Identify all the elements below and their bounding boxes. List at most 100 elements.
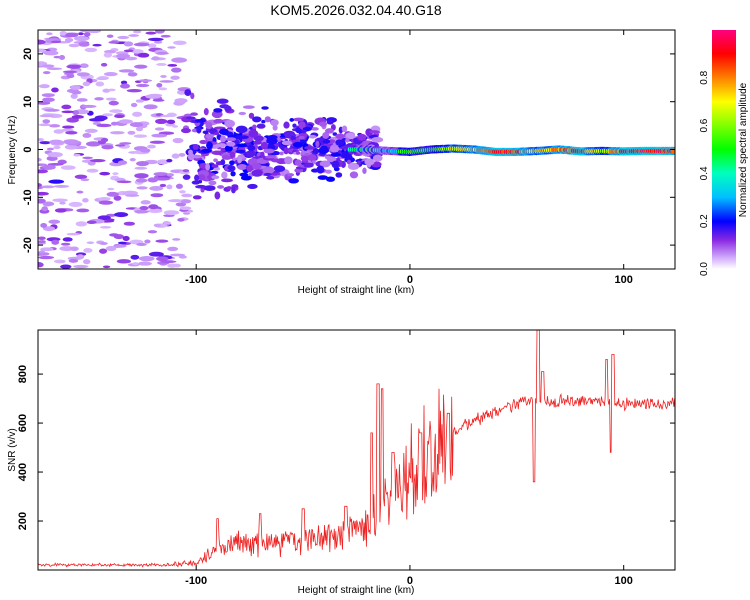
heatmap-cell [60, 264, 72, 269]
heatmap-cell [172, 125, 179, 128]
heatmap-cell [82, 81, 91, 87]
heatmap-cell [70, 93, 78, 99]
heatmap-cell [119, 142, 132, 145]
heatmap-cell [84, 47, 98, 53]
heatmap-cell [97, 215, 111, 221]
heatmap-cell [133, 42, 150, 47]
heatmap-cell [171, 67, 182, 73]
heatmap-cell [262, 166, 275, 175]
heatmap-cell [365, 128, 373, 137]
heatmap-cell [38, 138, 44, 142]
heatmap-cell [60, 165, 76, 170]
heatmap-cell [76, 72, 90, 77]
heatmap-cell [38, 255, 55, 260]
heatmap-cell [298, 121, 306, 130]
snr-x-label: Height of straight line (km) [298, 585, 415, 596]
colorbar-tick-label: 0.4 [699, 166, 710, 180]
heatmap-cell [264, 116, 271, 123]
heatmap-cell [213, 118, 224, 124]
heatmap-cell [319, 160, 331, 168]
heatmap-cell [208, 180, 217, 186]
heatmap-cell [322, 139, 331, 144]
heatmap-cell [63, 139, 79, 145]
heatmap-cell [100, 62, 108, 67]
colorbar-tick-label: 0.6 [699, 118, 710, 132]
heatmap-cell [316, 165, 325, 174]
x-tick-label: -100 [185, 274, 207, 286]
heatmap-cell [173, 263, 181, 268]
heatmap-cell [38, 157, 42, 162]
heatmap-cell [357, 133, 367, 141]
heatmap-cell [102, 265, 111, 269]
heatmap-cell [315, 140, 320, 148]
heatmap-cell [106, 218, 115, 222]
heatmap-cell [96, 77, 108, 81]
heatmap-cell [132, 111, 143, 117]
heatmap-cell [106, 191, 119, 197]
heatmap-cell [147, 37, 164, 42]
heatmap-cell [151, 133, 168, 138]
heatmap-cell [167, 46, 176, 49]
heatmap-cell [156, 159, 169, 165]
heatmap-cell [288, 178, 299, 184]
heatmap-cell [320, 145, 328, 151]
heatmap-cell [82, 156, 93, 160]
heatmap-cell [213, 131, 220, 136]
heatmap-cell [236, 164, 248, 171]
heatmap-cell [231, 187, 236, 194]
heatmap-cell [300, 155, 309, 162]
heatmap-cell [302, 127, 312, 131]
heatmap-cell [306, 154, 317, 161]
colorbar-label: Normalized spectral amplitude [738, 82, 749, 217]
heatmap-cell [216, 98, 229, 104]
heatmap-cell [103, 72, 118, 77]
heatmap-cell [62, 237, 73, 242]
heatmap-cell [126, 89, 143, 93]
heatmap-cell [116, 53, 131, 59]
heatmap-cell [194, 174, 200, 182]
heatmap-cell [211, 175, 220, 180]
heatmap-cell [94, 115, 108, 121]
heatmap-cell [149, 185, 164, 191]
heatmap-cell [326, 119, 334, 125]
heatmap-cell [235, 149, 246, 154]
x-tick-label: 100 [615, 274, 633, 286]
heatmap-cell [84, 128, 98, 133]
heatmap-cell [87, 30, 101, 34]
heatmap-cell [335, 133, 346, 139]
y-tick-label: 10 [22, 96, 34, 108]
heatmap-cell [167, 63, 178, 67]
heatmap-cell [41, 93, 55, 98]
heatmap-cell [154, 177, 171, 181]
heatmap-cell [136, 242, 147, 247]
heatmap-cell [113, 244, 127, 248]
heatmap-cell [38, 191, 49, 196]
heatmap-cell [224, 105, 232, 112]
heatmap-cell [89, 158, 106, 163]
heatmap-cell [330, 152, 341, 157]
heatmap-cell [40, 223, 48, 228]
heatmap-cell [273, 165, 286, 173]
x-tick-label: 100 [615, 575, 633, 587]
heatmap-cell [134, 209, 149, 214]
heatmap-cell [42, 164, 56, 170]
heatmap-cell [229, 151, 236, 160]
colorbar-tick-label: 0.2 [699, 214, 710, 228]
heatmap-cell [186, 116, 196, 120]
heatmap-cell [335, 172, 343, 178]
heatmap-cell [61, 104, 72, 110]
heatmap-cell [230, 171, 236, 177]
heatmap-cell [139, 205, 149, 211]
heatmap-cell [73, 264, 89, 269]
heatmap-cell [42, 119, 51, 124]
heatmap-cell [260, 151, 265, 158]
heatmap-cell [179, 206, 192, 211]
heatmap-cell [62, 125, 75, 129]
heatmap-cell [252, 124, 257, 130]
page-title: KOM5.2026.032.04.40.G18 [270, 2, 441, 18]
heatmap-cell [202, 130, 209, 135]
heatmap-cell [253, 135, 264, 142]
heatmap-cell [68, 43, 80, 48]
heatmap-cell [168, 199, 184, 203]
